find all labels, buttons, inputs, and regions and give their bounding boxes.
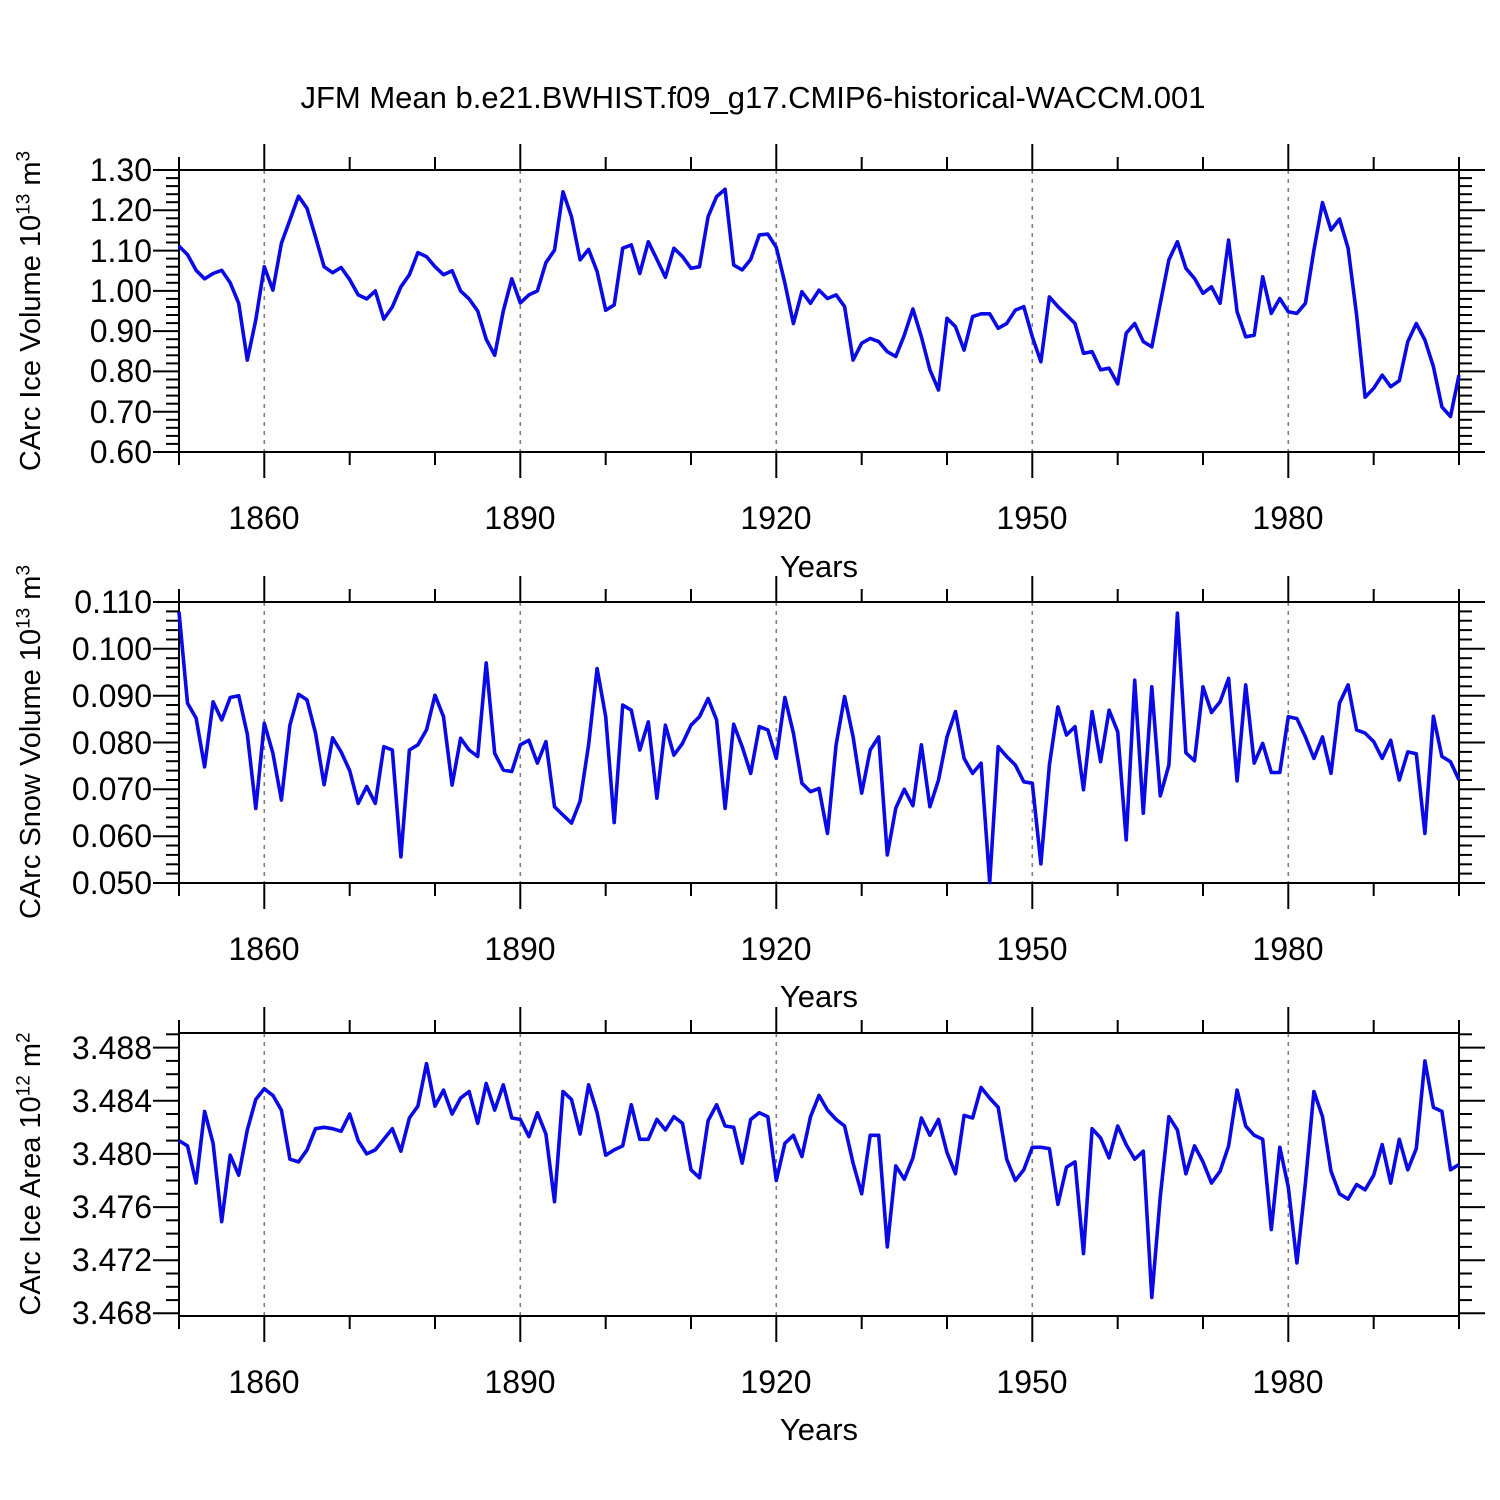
ice-volume-y-axis-title: CArc Ice Volume 1013 m3 <box>10 61 52 561</box>
ice-area-x-axis-title: Years <box>779 1412 859 1447</box>
y-tick-label: 3.480 <box>71 1136 152 1172</box>
x-tick-label: 1950 <box>996 500 1068 536</box>
y-tick-label: 0.080 <box>71 725 152 761</box>
y-tick-label: 1.00 <box>89 273 152 309</box>
x-tick-label: 1920 <box>740 500 812 536</box>
y-tick-label: 1.30 <box>89 152 152 188</box>
axis-ticks <box>153 1007 1485 1342</box>
plot-frame <box>178 1032 1460 1317</box>
x-tick-label: 1890 <box>484 500 556 536</box>
y-tick-label: 3.484 <box>71 1083 152 1119</box>
x-tick-label: 1920 <box>740 931 812 967</box>
carc-ice-volume-series-line <box>177 187 1461 419</box>
y-tick-label: 0.60 <box>89 434 152 470</box>
y-tick-label: 0.070 <box>71 771 152 807</box>
x-tick-label: 1950 <box>996 1364 1068 1400</box>
x-tick-label: 1860 <box>228 931 300 967</box>
y-tick-label: 0.80 <box>89 353 152 389</box>
y-tick-label: 0.090 <box>71 678 152 714</box>
gridlines <box>263 602 1290 883</box>
y-tick-label: 3.468 <box>71 1295 152 1331</box>
y-tick-label: 0.90 <box>89 313 152 349</box>
x-tick-label: 1890 <box>484 1364 556 1400</box>
y-tick-label: 1.20 <box>89 192 152 228</box>
plot-frame <box>178 169 1460 453</box>
x-tick-label: 1890 <box>484 931 556 967</box>
y-tick-label: 0.060 <box>71 818 152 854</box>
y-tick-label: 3.488 <box>71 1030 152 1066</box>
y-tick-label: 3.476 <box>71 1189 152 1225</box>
ice-area-y-axis-title: CArc Ice Area 1012 m2 <box>10 924 52 1424</box>
plot-frame <box>178 601 1460 884</box>
y-tick-label: 3.472 <box>71 1242 152 1278</box>
y-axis-title-unit-exponent: 3 <box>13 564 35 576</box>
y-tick-label: 0.100 <box>71 631 152 667</box>
carc-snow-volume-series-line <box>177 611 1461 885</box>
x-tick-label: 1920 <box>740 1364 812 1400</box>
y-tick-label: 0.70 <box>89 394 152 430</box>
y-tick-label: 1.10 <box>89 233 152 269</box>
snow-volume-x-axis-title: Years <box>779 979 859 1014</box>
x-tick-label: 1980 <box>1252 500 1324 536</box>
x-tick-label: 1950 <box>996 931 1068 967</box>
axis-ticks <box>153 576 1485 909</box>
axis-ticks <box>153 144 1485 478</box>
gridlines <box>263 1033 1290 1316</box>
x-tick-label: 1980 <box>1252 931 1324 967</box>
y-tick-label: 0.050 <box>71 865 152 901</box>
ice-volume-x-axis-title: Years <box>779 549 859 584</box>
x-tick-label: 1980 <box>1252 1364 1324 1400</box>
x-tick-label: 1860 <box>228 500 300 536</box>
figure-title: JFM Mean b.e21.BWHIST.f09_g17.CMIP6-hist… <box>300 80 1206 115</box>
gridlines <box>263 170 1290 452</box>
carc-ice-area-series-line <box>178 1059 1460 1300</box>
y-tick-label: 0.110 <box>74 584 152 620</box>
x-tick-label: 1860 <box>228 1364 300 1400</box>
